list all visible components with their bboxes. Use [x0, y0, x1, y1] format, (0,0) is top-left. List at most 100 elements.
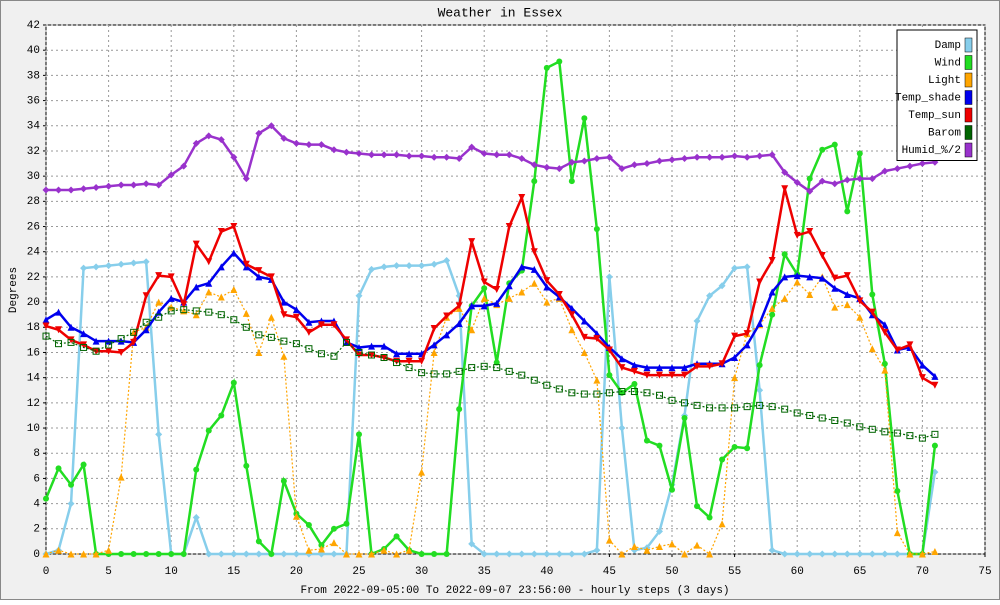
point: [505, 367, 513, 375]
point: [393, 350, 401, 358]
point: [42, 332, 50, 340]
point: [681, 155, 689, 163]
point: [555, 291, 563, 299]
point: [843, 419, 851, 427]
point: [931, 372, 939, 380]
point: [118, 551, 125, 557]
point: [243, 462, 250, 469]
point: [556, 58, 563, 65]
point: [405, 546, 413, 554]
point: [568, 550, 576, 558]
point: [781, 168, 789, 176]
point: [418, 468, 426, 476]
point: [155, 298, 163, 306]
point: [42, 186, 50, 194]
point: [217, 263, 225, 271]
point: [893, 529, 901, 537]
point: [330, 550, 338, 558]
y-tick-label: 14: [27, 373, 41, 385]
point: [618, 388, 626, 396]
point: [694, 503, 701, 510]
point: [343, 520, 350, 527]
point: [731, 404, 739, 412]
point: [368, 351, 376, 359]
point: [355, 292, 363, 300]
y-tick-label: 0: [33, 549, 40, 561]
point: [844, 208, 851, 215]
point: [743, 341, 751, 349]
point: [130, 328, 138, 336]
point: [781, 294, 789, 302]
point: [305, 141, 313, 149]
point: [719, 456, 726, 463]
y-tick-label: 42: [27, 20, 40, 32]
legend-box: [896, 29, 978, 161]
point: [368, 151, 376, 159]
point: [267, 273, 275, 281]
point: [768, 403, 776, 411]
point: [881, 321, 889, 329]
y-tick-label: 12: [27, 398, 40, 410]
point: [192, 240, 200, 248]
point: [242, 323, 250, 331]
x-tick-label: 65: [853, 566, 866, 578]
point: [856, 175, 864, 183]
point: [530, 279, 538, 287]
point: [918, 374, 926, 382]
x-tick-label: 10: [165, 566, 178, 578]
point: [656, 442, 663, 449]
point: [105, 347, 113, 355]
point: [568, 178, 575, 185]
point: [443, 370, 451, 378]
point: [317, 545, 325, 553]
point: [731, 152, 739, 160]
point: [480, 362, 488, 370]
point: [893, 550, 901, 558]
point: [217, 311, 225, 319]
point: [843, 272, 851, 280]
point: [230, 223, 238, 231]
point: [518, 550, 526, 558]
point: [418, 369, 426, 377]
point: [693, 153, 701, 161]
point: [868, 175, 876, 183]
point: [117, 260, 125, 268]
legend-label: Damp: [935, 40, 961, 52]
point: [493, 550, 501, 558]
point: [655, 542, 663, 550]
point: [756, 320, 764, 328]
point: [305, 522, 312, 529]
x-tick-label: 55: [728, 566, 741, 578]
point: [630, 542, 638, 550]
point: [142, 292, 150, 300]
point: [655, 157, 663, 165]
point: [568, 158, 576, 166]
point: [443, 312, 451, 320]
point: [881, 428, 889, 436]
point: [67, 323, 75, 331]
point: [280, 477, 287, 484]
point: [92, 183, 100, 191]
legend-label: Light: [928, 75, 961, 87]
point: [317, 350, 325, 358]
point: [317, 321, 325, 329]
point: [230, 379, 237, 386]
y-tick-label: 4: [33, 499, 40, 511]
point: [655, 371, 663, 379]
point: [806, 228, 814, 236]
point: [868, 308, 876, 316]
point: [305, 318, 313, 326]
point: [580, 390, 588, 398]
point: [456, 406, 463, 413]
point: [368, 342, 376, 350]
point: [130, 551, 137, 557]
point: [681, 414, 688, 421]
point: [806, 291, 814, 299]
point: [669, 486, 675, 493]
point: [280, 352, 288, 360]
point: [868, 345, 876, 353]
point: [530, 161, 538, 169]
point: [493, 299, 501, 307]
point: [280, 550, 288, 558]
point: [643, 371, 651, 379]
